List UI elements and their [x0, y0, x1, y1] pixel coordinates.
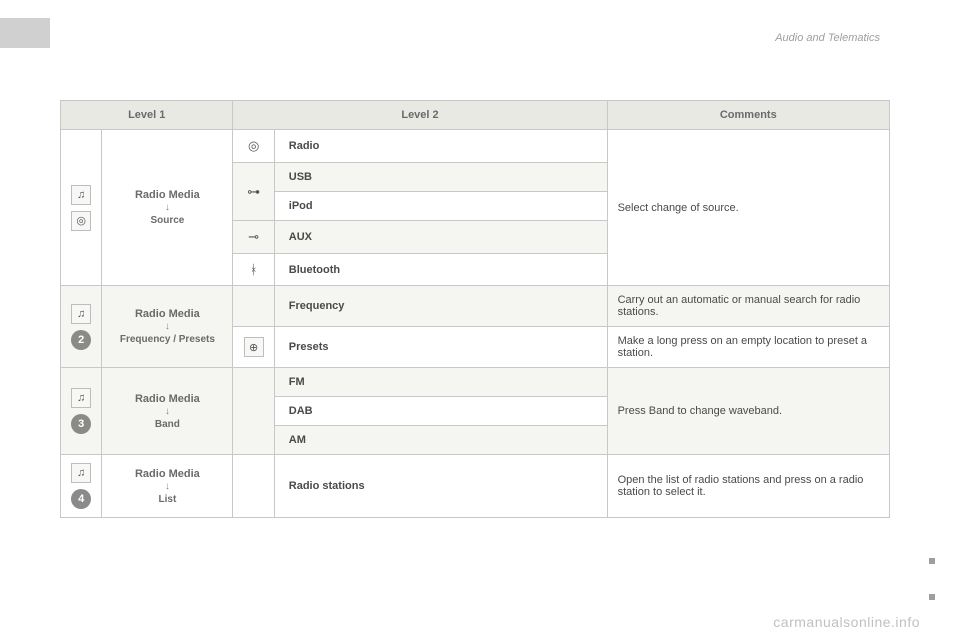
- group4-icon-cell: ♫ 4: [61, 455, 102, 518]
- radio-source-icon: ◎: [233, 130, 274, 163]
- group1-icon-cell: ♫ ◎: [61, 130, 102, 286]
- music-note-icon: ♫: [71, 463, 91, 483]
- down-arrow-icon: ↓: [112, 406, 222, 417]
- step-number-3: 3: [71, 414, 91, 434]
- menu-structure-table: Level 1 Level 2 Comments ♫ ◎ Radio Media…: [60, 100, 890, 518]
- page-edge-marks: [929, 558, 935, 600]
- group4-title: Radio Media: [135, 468, 200, 480]
- music-note-icon: ♫: [71, 304, 91, 324]
- group2-level1: Radio Media ↓ Frequency / Presets: [102, 286, 233, 368]
- square-mark-icon: [929, 594, 935, 600]
- section-header: Audio and Telematics: [775, 32, 880, 44]
- group4-comment: Open the list of radio stations and pres…: [607, 455, 889, 518]
- radio-antenna-icon: ◎: [71, 211, 91, 231]
- row-dab: DAB: [274, 397, 607, 426]
- blank-icon: [233, 286, 274, 327]
- row-usb: USB: [274, 163, 607, 192]
- group1-level1: Radio Media ↓ Source: [102, 130, 233, 286]
- preset-target-icon: ⊕: [233, 327, 274, 368]
- row-bluetooth: Bluetooth: [274, 254, 607, 286]
- group3-title: Radio Media: [135, 393, 200, 405]
- group1-title: Radio Media: [135, 189, 200, 201]
- group4-sub: List: [112, 494, 222, 505]
- group3-sub: Band: [112, 419, 222, 430]
- row-aux: AUX: [274, 221, 607, 254]
- down-arrow-icon: ↓: [112, 202, 222, 213]
- header-comments: Comments: [607, 101, 889, 130]
- group1-sub: Source: [112, 215, 222, 226]
- comment-frequency: Carry out an automatic or manual search …: [607, 286, 889, 327]
- blank-icon: [233, 368, 274, 455]
- page-edge-bar: [0, 18, 50, 48]
- group1-comment: Select change of source.: [607, 130, 889, 286]
- bluetooth-icon: ᚼ: [233, 254, 274, 286]
- group4-level1: Radio Media ↓ List: [102, 455, 233, 518]
- aux-jack-icon: ⊸: [233, 221, 274, 254]
- row-presets: Presets: [274, 327, 607, 368]
- group2-sub: Frequency / Presets: [112, 334, 222, 345]
- row-am: AM: [274, 426, 607, 455]
- row-fm: FM: [274, 368, 607, 397]
- header-level2: Level 2: [233, 101, 607, 130]
- music-note-icon: ♫: [71, 185, 91, 205]
- blank-icon: [233, 455, 274, 518]
- row-radio: Radio: [274, 130, 607, 163]
- square-mark-icon: [929, 558, 935, 564]
- group2-icon-cell: ♫ 2: [61, 286, 102, 368]
- group3-comment: Press Band to change waveband.: [607, 368, 889, 455]
- step-number-4: 4: [71, 489, 91, 509]
- row-ipod: iPod: [274, 192, 607, 221]
- row-radio-stations: Radio stations: [274, 455, 607, 518]
- group3-icon-cell: ♫ 3: [61, 368, 102, 455]
- music-note-icon: ♫: [71, 388, 91, 408]
- watermark-text: carmanualsonline.info: [773, 614, 920, 630]
- step-number-2: 2: [71, 330, 91, 350]
- row-frequency: Frequency: [274, 286, 607, 327]
- usb-icon: ⊶: [233, 163, 274, 221]
- group3-level1: Radio Media ↓ Band: [102, 368, 233, 455]
- comment-presets: Make a long press on an empty location t…: [607, 327, 889, 368]
- down-arrow-icon: ↓: [112, 481, 222, 492]
- down-arrow-icon: ↓: [112, 321, 222, 332]
- group2-title: Radio Media: [135, 308, 200, 320]
- header-level1: Level 1: [61, 101, 233, 130]
